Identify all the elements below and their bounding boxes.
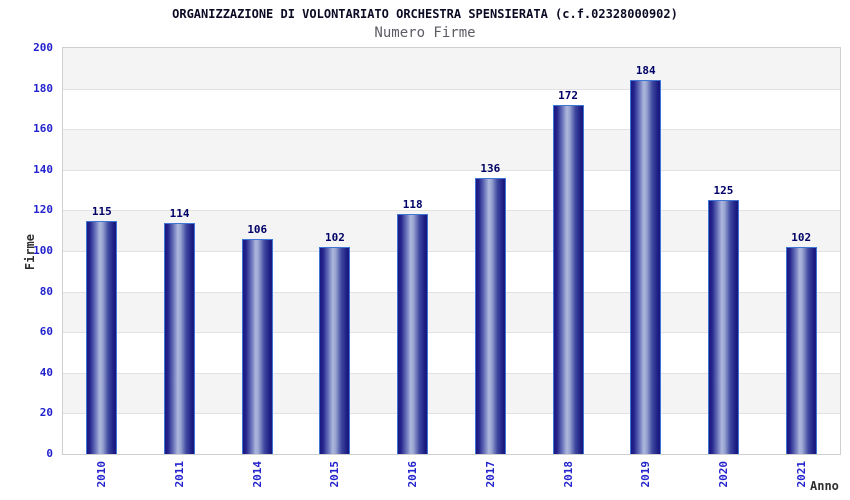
bar [164,222,196,454]
bar-value-label: 118 [402,198,423,212]
y-tick-label: 60 [39,325,53,339]
grid-band [63,88,840,130]
x-tick-label-text: 2020 [716,461,730,488]
gridline [63,88,840,90]
gridline [63,413,840,415]
bar-value-label: 184 [635,64,656,78]
bar [552,104,584,454]
bar-value-label: 136 [480,161,501,175]
y-tick-label: 20 [39,406,53,420]
x-tick-label: 2017 [480,461,500,499]
bar [785,246,817,454]
bar-value-label: 125 [713,184,734,198]
x-tick-label: 2014 [247,461,267,499]
gridline [63,291,840,293]
bar-value-label: 102 [791,230,812,244]
bar-value-label: 106 [247,222,268,236]
gridline [63,251,840,252]
x-tick-label-text: 2018 [561,461,575,488]
bar-value-label: 114 [169,206,190,220]
bar [397,214,429,454]
gridline [63,210,840,212]
x-axis-tick-labels: 2010 2011 2014 2015 2016 2017 2018 2019 2020 2021 [63,461,840,499]
x-tick-label-text: 2021 [794,461,808,488]
y-tick-label: 100 [33,244,53,257]
gridline [63,129,840,131]
x-tick-label: 2019 [636,461,656,499]
y-tick-label: 40 [39,365,53,379]
bar [86,220,118,454]
x-tick-label-text: 2011 [173,461,187,488]
x-axis-title: Anno [810,479,839,493]
y-tick-label: 140 [33,162,53,176]
x-tick-label: 2015 [325,461,345,499]
grid-band [63,129,840,170]
bar [474,177,506,454]
grid-band [63,48,840,89]
bar [707,200,739,454]
plot-area: 115 114 106 102 118 136 172 184 125 102 [62,47,841,455]
y-tick-label: 160 [33,122,53,136]
chart-title: ORGANIZZAZIONE DI VOLONTARIATO ORCHESTRA… [172,7,678,21]
x-tick-label: 2021 [791,461,811,499]
gridline [63,332,840,334]
x-tick-label: 2018 [558,461,578,499]
y-axis-tick-labels: 0 20 40 60 80 100 120 140 160 180 200 [0,41,53,460]
x-tick-label-text: 2016 [406,461,420,488]
x-tick-label: 2016 [403,461,423,499]
y-tick-label: 180 [33,81,53,95]
gridline [63,372,840,374]
y-tick-label: 120 [33,203,53,217]
x-tick-label-text: 2017 [483,461,497,488]
x-tick-label-text: 2015 [328,461,342,488]
x-tick-label: 2010 [92,461,112,499]
chart-subtitle: Numero Firme [374,25,476,41]
bar [630,80,662,454]
y-tick-label: 200 [33,41,53,54]
gridline [63,169,840,171]
x-tick-label: 2020 [713,461,733,499]
bar [319,246,351,454]
y-tick-label: 80 [39,284,53,298]
x-tick-label-text: 2014 [250,461,264,488]
bar-value-label: 172 [558,88,578,102]
x-tick-label: 2011 [170,461,190,499]
x-tick-label-text: 2010 [95,461,109,488]
bar-value-label: 102 [325,230,345,244]
bar [241,238,273,454]
y-tick-label: 0 [46,447,53,460]
x-tick-label-text: 2019 [639,461,653,488]
bar-value-label: 115 [91,204,112,218]
